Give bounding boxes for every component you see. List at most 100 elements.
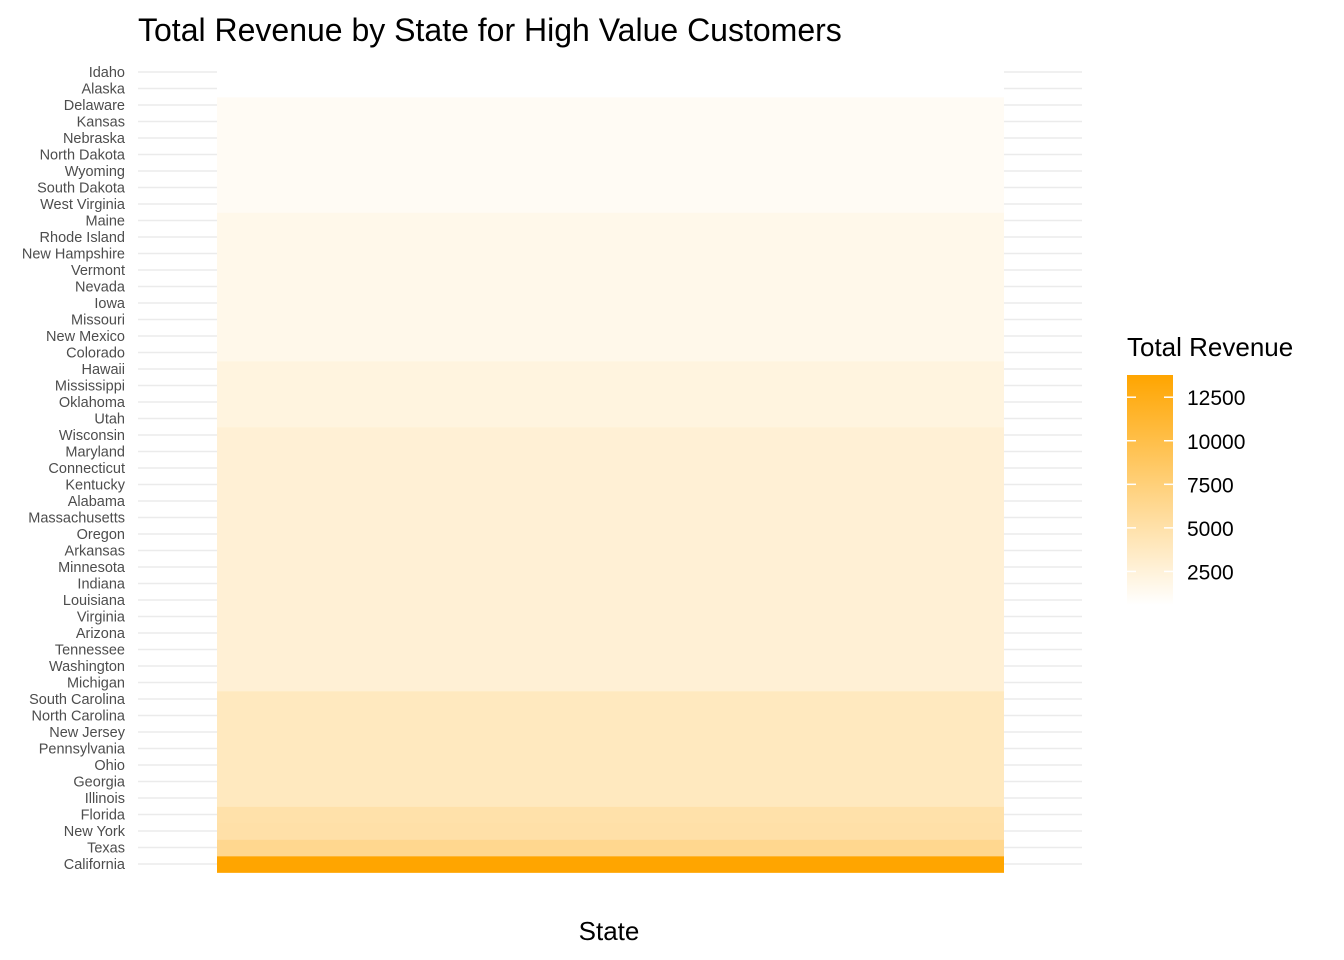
y-tick-label-utah: Utah — [94, 412, 125, 428]
tile-south-carolina — [217, 690, 1004, 708]
tile-iowa — [217, 294, 1004, 312]
y-tick-label-wyoming: Wyoming — [65, 164, 125, 180]
y-tick-label-virginia: Virginia — [77, 610, 126, 626]
tile-pennsylvania — [217, 740, 1004, 758]
tile-rhode-island — [217, 228, 1004, 246]
y-tick-label-connecticut: Connecticut — [48, 461, 125, 477]
tile-georgia — [217, 773, 1004, 791]
y-tick-label-iowa: Iowa — [94, 296, 126, 312]
y-tick-label-georgia: Georgia — [73, 775, 126, 791]
y-tick-label-maine: Maine — [86, 214, 126, 230]
tile-new-hampshire — [217, 245, 1004, 263]
tile-washington — [217, 657, 1004, 675]
tile-maryland — [217, 443, 1004, 461]
y-tick-label-kentucky: Kentucky — [65, 478, 125, 494]
y-tick-label-hawaii: Hawaii — [81, 362, 125, 378]
y-tick-label-south-dakota: South Dakota — [37, 181, 126, 197]
y-tick-label-illinois: Illinois — [85, 791, 125, 807]
tile-north-dakota — [217, 146, 1004, 164]
tile-indiana — [217, 575, 1004, 593]
y-tick-label-oklahoma: Oklahoma — [59, 395, 126, 411]
tile-illinois — [217, 789, 1004, 807]
legend-tick-label-5000: 5000 — [1187, 518, 1234, 541]
y-tick-label-west-virginia: West Virginia — [40, 197, 126, 213]
y-tick-label-south-carolina: South Carolina — [29, 692, 126, 708]
tile-oregon — [217, 525, 1004, 543]
tile-new-mexico — [217, 327, 1004, 345]
y-tick-label-arkansas: Arkansas — [65, 544, 125, 560]
tile-colorado — [217, 344, 1004, 362]
x-axis-label: State — [579, 916, 640, 946]
y-tick-label-ohio: Ohio — [94, 758, 125, 774]
tile-new-york — [217, 822, 1004, 840]
legend-tick-label-12500: 12500 — [1187, 387, 1245, 410]
y-tick-label-new-york: New York — [64, 824, 126, 840]
tile-kentucky — [217, 476, 1004, 494]
y-tick-label-florida: Florida — [81, 808, 126, 824]
y-tick-label-tennessee: Tennessee — [55, 643, 125, 659]
y-tick-label-vermont: Vermont — [71, 263, 125, 279]
y-tick-label-california: California — [64, 857, 126, 873]
y-tick-label-massachusetts: Massachusetts — [28, 511, 125, 527]
tile-missouri — [217, 311, 1004, 329]
tile-ohio — [217, 756, 1004, 774]
y-tick-label-delaware: Delaware — [64, 98, 125, 114]
y-tick-label-new-jersey: New Jersey — [49, 725, 125, 741]
y-tick-label-texas: Texas — [87, 841, 125, 857]
y-tick-label-north-dakota: North Dakota — [40, 148, 126, 164]
tile-florida — [217, 806, 1004, 824]
tile-nebraska — [217, 129, 1004, 147]
tile-california — [217, 855, 1004, 873]
y-tick-label-pennsylvania: Pennsylvania — [39, 742, 126, 758]
legend-ticks: 2500 5000 7500 10000 12500 — [1127, 387, 1245, 584]
tile-texas — [217, 839, 1004, 857]
tile-vermont — [217, 261, 1004, 279]
y-tick-label-missouri: Missouri — [71, 313, 125, 329]
legend-colorbar — [1127, 375, 1173, 605]
legend-tick-label-10000: 10000 — [1187, 431, 1245, 454]
y-tick-label-mississippi: Mississippi — [55, 379, 125, 395]
y-tick-label-alabama: Alabama — [68, 494, 126, 510]
legend-tick-label-7500: 7500 — [1187, 474, 1234, 497]
y-tick-label-wisconsin: Wisconsin — [59, 428, 125, 444]
y-tick-label-washington: Washington — [49, 659, 125, 675]
tile-delaware — [217, 96, 1004, 114]
y-tick-label-nevada: Nevada — [75, 280, 126, 296]
y-tick-label-idaho: Idaho — [89, 65, 125, 81]
tile-north-carolina — [217, 707, 1004, 725]
chart-title: Total Revenue by State for High Value Cu… — [138, 12, 842, 48]
tile-massachusetts — [217, 509, 1004, 527]
y-tick-label-nebraska: Nebraska — [63, 131, 126, 147]
tile-oklahoma — [217, 393, 1004, 411]
y-tick-label-oregon: Oregon — [77, 527, 125, 543]
tile-louisiana — [217, 591, 1004, 609]
legend-tick-label-2500: 2500 — [1187, 561, 1234, 584]
tile-new-jersey — [217, 723, 1004, 741]
tile-kansas — [217, 113, 1004, 131]
tile-maine — [217, 212, 1004, 230]
tile-alaska — [217, 80, 1004, 98]
y-tick-label-indiana: Indiana — [77, 577, 126, 593]
tile-wisconsin — [217, 426, 1004, 444]
tile-virginia — [217, 608, 1004, 626]
legend: Total Revenue 2500 5000 7500 10000 12500 — [1127, 332, 1293, 605]
tile-tennessee — [217, 641, 1004, 659]
tile-idaho — [217, 63, 1004, 81]
tile-west-virginia — [217, 195, 1004, 213]
tile-wyoming — [217, 162, 1004, 180]
tile-alabama — [217, 492, 1004, 510]
tile-hawaii — [217, 360, 1004, 378]
y-tick-label-rhode-island: Rhode Island — [40, 230, 125, 246]
y-tick-label-new-hampshire: New Hampshire — [22, 247, 125, 263]
tile-arizona — [217, 624, 1004, 642]
tile-connecticut — [217, 459, 1004, 477]
y-tick-label-maryland: Maryland — [65, 445, 125, 461]
legend-title: Total Revenue — [1127, 332, 1293, 362]
tile-michigan — [217, 674, 1004, 692]
y-tick-label-louisiana: Louisiana — [63, 593, 126, 609]
tile-nevada — [217, 278, 1004, 296]
y-tick-label-colorado: Colorado — [66, 346, 125, 362]
y-tick-label-alaska: Alaska — [81, 82, 125, 98]
